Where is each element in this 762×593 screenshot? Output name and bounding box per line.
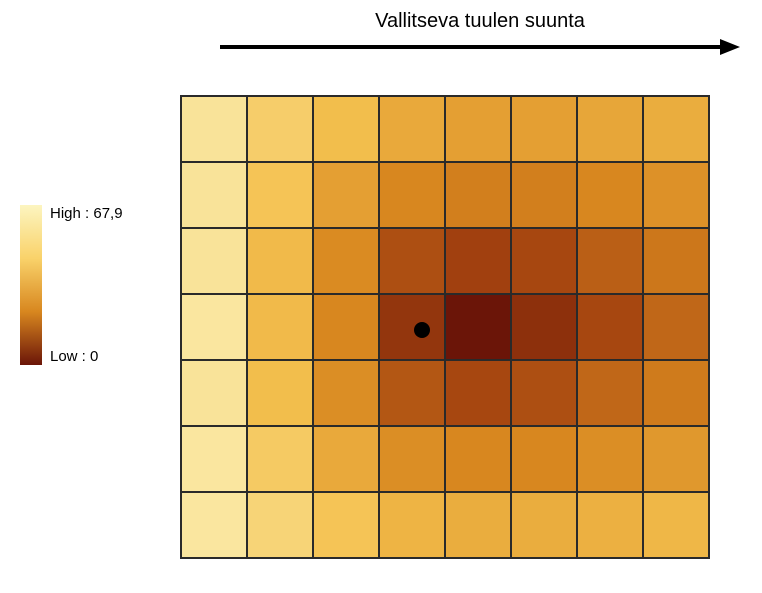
heatmap-cell xyxy=(643,162,709,228)
heatmap-cell xyxy=(379,360,445,426)
heatmap-cell xyxy=(445,162,511,228)
heatmap-cell xyxy=(247,492,313,558)
color-legend: High : 67,9 Low : 0 xyxy=(20,205,123,365)
legend-labels: High : 67,9 Low : 0 xyxy=(50,205,123,365)
heatmap-cell xyxy=(577,360,643,426)
heatmap-cell xyxy=(577,294,643,360)
heatmap-cell xyxy=(445,426,511,492)
heatmap-cell xyxy=(313,96,379,162)
heatmap-cell xyxy=(181,162,247,228)
heatmap-cell xyxy=(181,294,247,360)
heatmap-cell xyxy=(511,360,577,426)
heatmap-cell xyxy=(643,360,709,426)
heatmap-cell xyxy=(511,96,577,162)
heatmap-cell xyxy=(445,96,511,162)
heatmap-cell xyxy=(643,294,709,360)
heatmap-cell xyxy=(247,294,313,360)
legend-low-label: Low : 0 xyxy=(50,348,123,365)
heatmap-container xyxy=(180,95,710,559)
heatmap-cell xyxy=(313,360,379,426)
heatmap-cell xyxy=(445,294,511,360)
title-area: Vallitseva tuulen suunta xyxy=(220,10,740,62)
heatmap-cell xyxy=(181,492,247,558)
heatmap-cell xyxy=(511,294,577,360)
heatmap-cell xyxy=(511,162,577,228)
heatmap-cell xyxy=(577,426,643,492)
heatmap-cell xyxy=(577,492,643,558)
heatmap-cell xyxy=(445,360,511,426)
heatmap-cell xyxy=(643,96,709,162)
heatmap-cell xyxy=(643,228,709,294)
heatmap-cell xyxy=(445,228,511,294)
heatmap-cell xyxy=(247,96,313,162)
heatmap-cell xyxy=(247,162,313,228)
heatmap-cell xyxy=(313,228,379,294)
heatmap-cell xyxy=(577,96,643,162)
heatmap-cell xyxy=(247,360,313,426)
heatmap-cell xyxy=(313,294,379,360)
heatmap-cell xyxy=(313,492,379,558)
heatmap-cell xyxy=(379,294,445,360)
heatmap-cell xyxy=(313,426,379,492)
heatmap-cell xyxy=(181,426,247,492)
heatmap-cell xyxy=(445,492,511,558)
heatmap-cell xyxy=(379,162,445,228)
heatmap-cell xyxy=(379,96,445,162)
heatmap-cell xyxy=(379,492,445,558)
heatmap-cell xyxy=(511,492,577,558)
heatmap-cell xyxy=(511,228,577,294)
heatmap-grid xyxy=(180,95,710,559)
heatmap-cell xyxy=(379,426,445,492)
heatmap-cell xyxy=(181,228,247,294)
heatmap-cell xyxy=(577,162,643,228)
heatmap-cell xyxy=(247,228,313,294)
heatmap-cell xyxy=(379,228,445,294)
heatmap-cell xyxy=(313,162,379,228)
heatmap-cell xyxy=(511,426,577,492)
heatmap-cell xyxy=(643,426,709,492)
center-marker-dot xyxy=(414,322,430,338)
legend-gradient-bar xyxy=(20,205,42,365)
heatmap-cell xyxy=(181,96,247,162)
heatmap-cell xyxy=(247,426,313,492)
heatmap-cell xyxy=(577,228,643,294)
heatmap-cell xyxy=(181,360,247,426)
legend-high-label: High : 67,9 xyxy=(50,205,123,222)
wind-direction-arrow xyxy=(220,37,740,57)
chart-title: Vallitseva tuulen suunta xyxy=(220,10,740,33)
heatmap-cell xyxy=(643,492,709,558)
